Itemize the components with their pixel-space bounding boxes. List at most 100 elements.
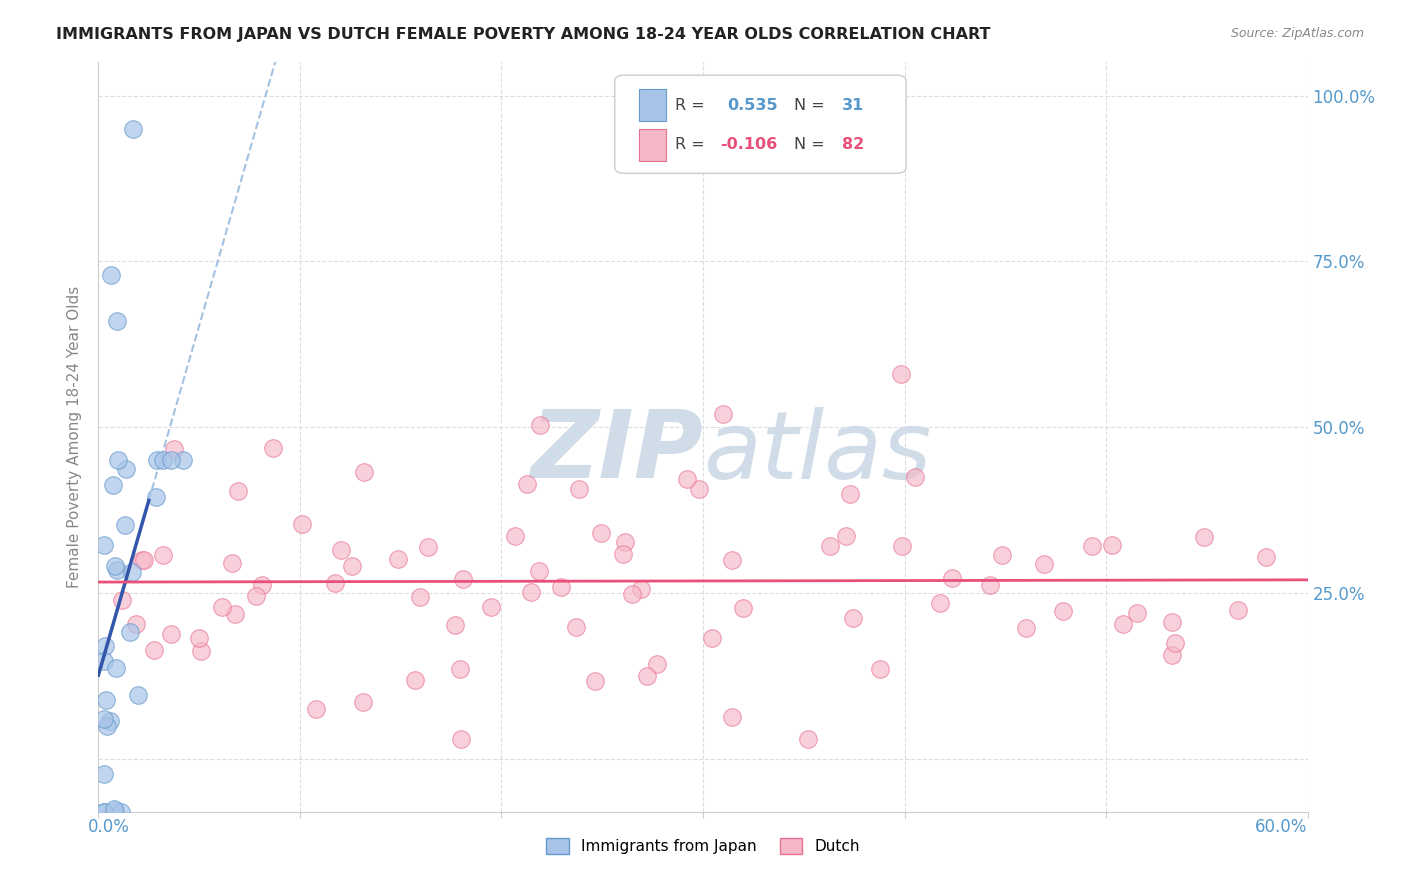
Point bbox=[127, 688, 149, 702]
Point bbox=[688, 483, 710, 497]
Point bbox=[529, 417, 551, 432]
Point bbox=[565, 620, 588, 634]
Point bbox=[94, 693, 117, 707]
Point bbox=[731, 600, 754, 615]
Point bbox=[527, 564, 550, 578]
Point bbox=[1160, 615, 1182, 629]
Point bbox=[1081, 539, 1104, 553]
Point bbox=[451, 572, 474, 586]
Point bbox=[479, 599, 502, 614]
Text: 31: 31 bbox=[842, 97, 865, 112]
Text: 82: 82 bbox=[842, 137, 865, 153]
Point bbox=[1192, 530, 1215, 544]
Point bbox=[121, 565, 143, 579]
Point bbox=[1052, 604, 1074, 618]
Point bbox=[979, 578, 1001, 592]
Point bbox=[245, 589, 267, 603]
Point bbox=[721, 710, 744, 724]
Point bbox=[700, 631, 723, 645]
Point bbox=[226, 484, 249, 499]
FancyBboxPatch shape bbox=[614, 75, 905, 173]
Point bbox=[211, 599, 233, 614]
Point bbox=[904, 470, 927, 484]
Text: -0.106: -0.106 bbox=[720, 137, 778, 153]
Point bbox=[143, 643, 166, 657]
FancyBboxPatch shape bbox=[638, 89, 665, 121]
Point bbox=[835, 528, 858, 542]
Point bbox=[1164, 636, 1187, 650]
Point bbox=[505, 529, 527, 543]
Point bbox=[190, 644, 212, 658]
Text: 0.535: 0.535 bbox=[727, 97, 778, 112]
Point bbox=[103, 802, 125, 816]
Point bbox=[125, 617, 148, 632]
Point bbox=[291, 516, 314, 531]
Point bbox=[94, 639, 117, 653]
Point bbox=[1161, 648, 1184, 662]
Point bbox=[262, 441, 284, 455]
Point bbox=[104, 804, 127, 818]
Point bbox=[890, 367, 912, 381]
Text: ZIP: ZIP bbox=[530, 406, 703, 498]
Point bbox=[105, 314, 128, 328]
Point bbox=[93, 805, 115, 819]
Point bbox=[929, 596, 952, 610]
Point bbox=[516, 476, 538, 491]
Point bbox=[711, 407, 734, 421]
Point bbox=[404, 673, 426, 688]
Point bbox=[93, 712, 115, 726]
Point bbox=[838, 487, 860, 501]
Point bbox=[100, 268, 122, 282]
Point bbox=[353, 466, 375, 480]
Point bbox=[1226, 603, 1249, 617]
Point bbox=[676, 472, 699, 486]
Point bbox=[111, 593, 134, 607]
Point bbox=[118, 624, 141, 639]
Point bbox=[105, 661, 128, 675]
Point bbox=[145, 453, 167, 467]
Y-axis label: Female Poverty Among 18-24 Year Olds: Female Poverty Among 18-24 Year Olds bbox=[67, 286, 83, 588]
Point bbox=[152, 548, 174, 562]
Point bbox=[221, 556, 243, 570]
Point bbox=[101, 477, 124, 491]
Point bbox=[250, 578, 273, 592]
Point bbox=[1015, 621, 1038, 635]
Point bbox=[797, 731, 820, 746]
Point bbox=[450, 731, 472, 746]
Point bbox=[305, 702, 328, 716]
Point bbox=[160, 453, 183, 467]
Point bbox=[329, 542, 352, 557]
Text: R =: R = bbox=[675, 137, 704, 153]
Point bbox=[93, 766, 115, 780]
Legend: Immigrants from Japan, Dutch: Immigrants from Japan, Dutch bbox=[540, 832, 866, 860]
Point bbox=[121, 121, 143, 136]
Text: IMMIGRANTS FROM JAPAN VS DUTCH FEMALE POVERTY AMONG 18-24 YEAR OLDS CORRELATION : IMMIGRANTS FROM JAPAN VS DUTCH FEMALE PO… bbox=[56, 27, 991, 42]
Point bbox=[115, 462, 138, 476]
Point bbox=[98, 714, 121, 728]
Text: Source: ZipAtlas.com: Source: ZipAtlas.com bbox=[1230, 27, 1364, 40]
Text: 0.0%: 0.0% bbox=[89, 818, 131, 837]
Point bbox=[110, 805, 132, 819]
Point bbox=[409, 590, 432, 604]
Point bbox=[131, 553, 153, 567]
Point bbox=[444, 618, 467, 632]
Point bbox=[188, 631, 211, 645]
Point bbox=[93, 805, 115, 819]
Point bbox=[1126, 607, 1149, 621]
Point bbox=[387, 551, 409, 566]
Point bbox=[163, 442, 186, 456]
Point bbox=[636, 669, 658, 683]
Point bbox=[1101, 538, 1123, 552]
Point bbox=[890, 539, 912, 553]
Point bbox=[152, 453, 174, 467]
Text: atlas: atlas bbox=[703, 407, 931, 498]
Point bbox=[449, 662, 471, 676]
Point bbox=[991, 548, 1014, 562]
Text: N =: N = bbox=[793, 137, 824, 153]
Point bbox=[621, 587, 644, 601]
Point bbox=[160, 626, 183, 640]
Text: R =: R = bbox=[675, 97, 704, 112]
Point bbox=[114, 518, 136, 533]
Point bbox=[134, 553, 156, 567]
Point bbox=[342, 559, 364, 574]
